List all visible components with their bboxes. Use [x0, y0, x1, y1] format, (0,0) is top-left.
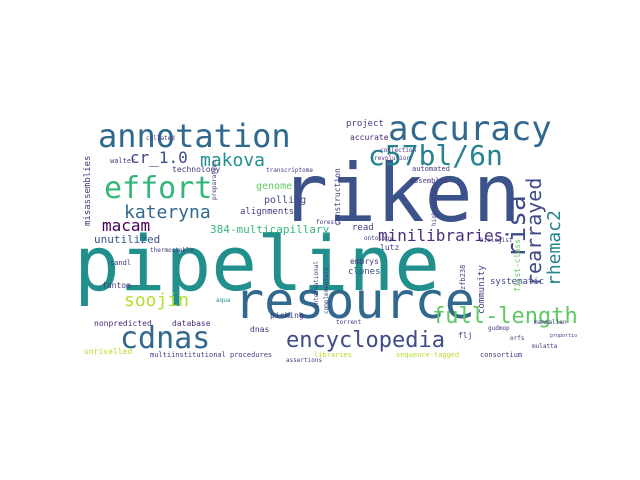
- word-c57bl6n: c57bl/6n: [368, 139, 503, 172]
- word-minilibraries: minilibraries: [378, 226, 504, 245]
- word-pipeline: pipeline: [80, 219, 441, 308]
- word-resource: resource: [234, 272, 475, 330]
- word-flj: flj: [458, 331, 473, 340]
- word-revolution: revolution: [374, 155, 411, 162]
- word-zfb238: zfb238: [459, 264, 467, 290]
- word-project: project: [346, 119, 384, 129]
- word-cloud: pipeline riken resource annotation accur…: [80, 108, 577, 368]
- word-consortium: consortium: [480, 351, 523, 359]
- word-dnas: dnas: [250, 325, 270, 334]
- word-soojin: soojin: [124, 290, 190, 311]
- word-picking: picking: [270, 311, 304, 320]
- word-alignments: alignments: [240, 207, 295, 217]
- word-embrys: embrys: [350, 257, 379, 266]
- word-encyclopedia: encyclopedia: [286, 328, 445, 353]
- word-annotation: annotation: [98, 117, 291, 155]
- word-collated: collated: [146, 135, 175, 142]
- word-misassemblies: misassemblies: [83, 155, 93, 226]
- word-multiinstitutional: multiinstitutional: [150, 351, 226, 359]
- word-first-class: first-class: [513, 239, 522, 292]
- word-systematic: systematic: [490, 277, 545, 287]
- word-community: community: [477, 265, 487, 314]
- word-unutilized: unutilized: [94, 233, 161, 246]
- word-effort: effort: [104, 171, 213, 206]
- word-candl: candl: [110, 259, 132, 267]
- word-384-multicapillary: 384-multicapillary: [210, 223, 330, 236]
- word-fantom: fantom: [102, 281, 131, 290]
- word-rearrayed: rearrayed: [522, 177, 546, 286]
- word-complementary: complementary: [323, 267, 330, 314]
- word-automated: automated: [412, 165, 450, 173]
- word-thermostable: thermostable: [150, 247, 194, 254]
- word-assertions: assertions: [286, 357, 323, 364]
- word-polling: polling: [264, 195, 307, 206]
- word-accurate: accurate: [350, 133, 389, 142]
- word-biologist: biologist: [480, 237, 513, 244]
- word-walter: walter: [110, 157, 136, 165]
- word-proportion: proportion: [550, 333, 577, 339]
- word-cdnas: cdnas: [120, 321, 211, 356]
- word-assembled: assembled: [410, 177, 448, 185]
- word-kateryna: kateryna: [124, 202, 211, 223]
- word-lutz: lutz: [380, 243, 400, 252]
- word-ontology: ontology: [364, 235, 393, 242]
- word-rhemac2: rhemac2: [544, 210, 565, 286]
- word-clones: clones: [348, 267, 381, 277]
- word-full-length: full-length: [432, 304, 577, 329]
- word-high-quality: high-quality: [431, 182, 438, 226]
- word-libraries: libraries: [314, 351, 352, 359]
- word-cr-1-0: cr_1.0: [130, 148, 188, 167]
- word-mulatta: mulatta: [532, 343, 558, 350]
- word-database: database: [172, 319, 211, 328]
- word-read: read: [352, 223, 374, 233]
- word-gudmop: gudmop: [488, 325, 510, 332]
- word-procedures: procedures: [230, 351, 273, 359]
- word-collection: collection: [380, 147, 417, 154]
- word-preparation: preparation: [211, 160, 218, 200]
- word-riken: riken: [280, 147, 521, 240]
- word-sequence-tagged: sequence-tagged: [396, 351, 460, 359]
- word-unrivalled: unrivalled: [84, 347, 133, 356]
- word-international: international: [313, 261, 320, 308]
- word-aqua: aqua: [216, 297, 231, 304]
- word-macam: macam: [102, 216, 151, 235]
- word-makova: makova: [200, 150, 266, 171]
- word-nonpredicted: nonpredicted: [94, 319, 152, 328]
- word-genome: genome: [256, 181, 293, 192]
- word-forests: forests: [316, 219, 342, 226]
- word-accuracy: accuracy: [388, 109, 552, 149]
- word-torrent: torrent: [336, 319, 362, 326]
- word-transcriptome: transcriptome: [266, 167, 313, 174]
- word-mammalian: mammalian: [534, 319, 567, 326]
- word-technology: technology: [172, 165, 221, 174]
- word-construction: construction: [333, 168, 342, 226]
- word-orfs: orfs: [510, 335, 525, 342]
